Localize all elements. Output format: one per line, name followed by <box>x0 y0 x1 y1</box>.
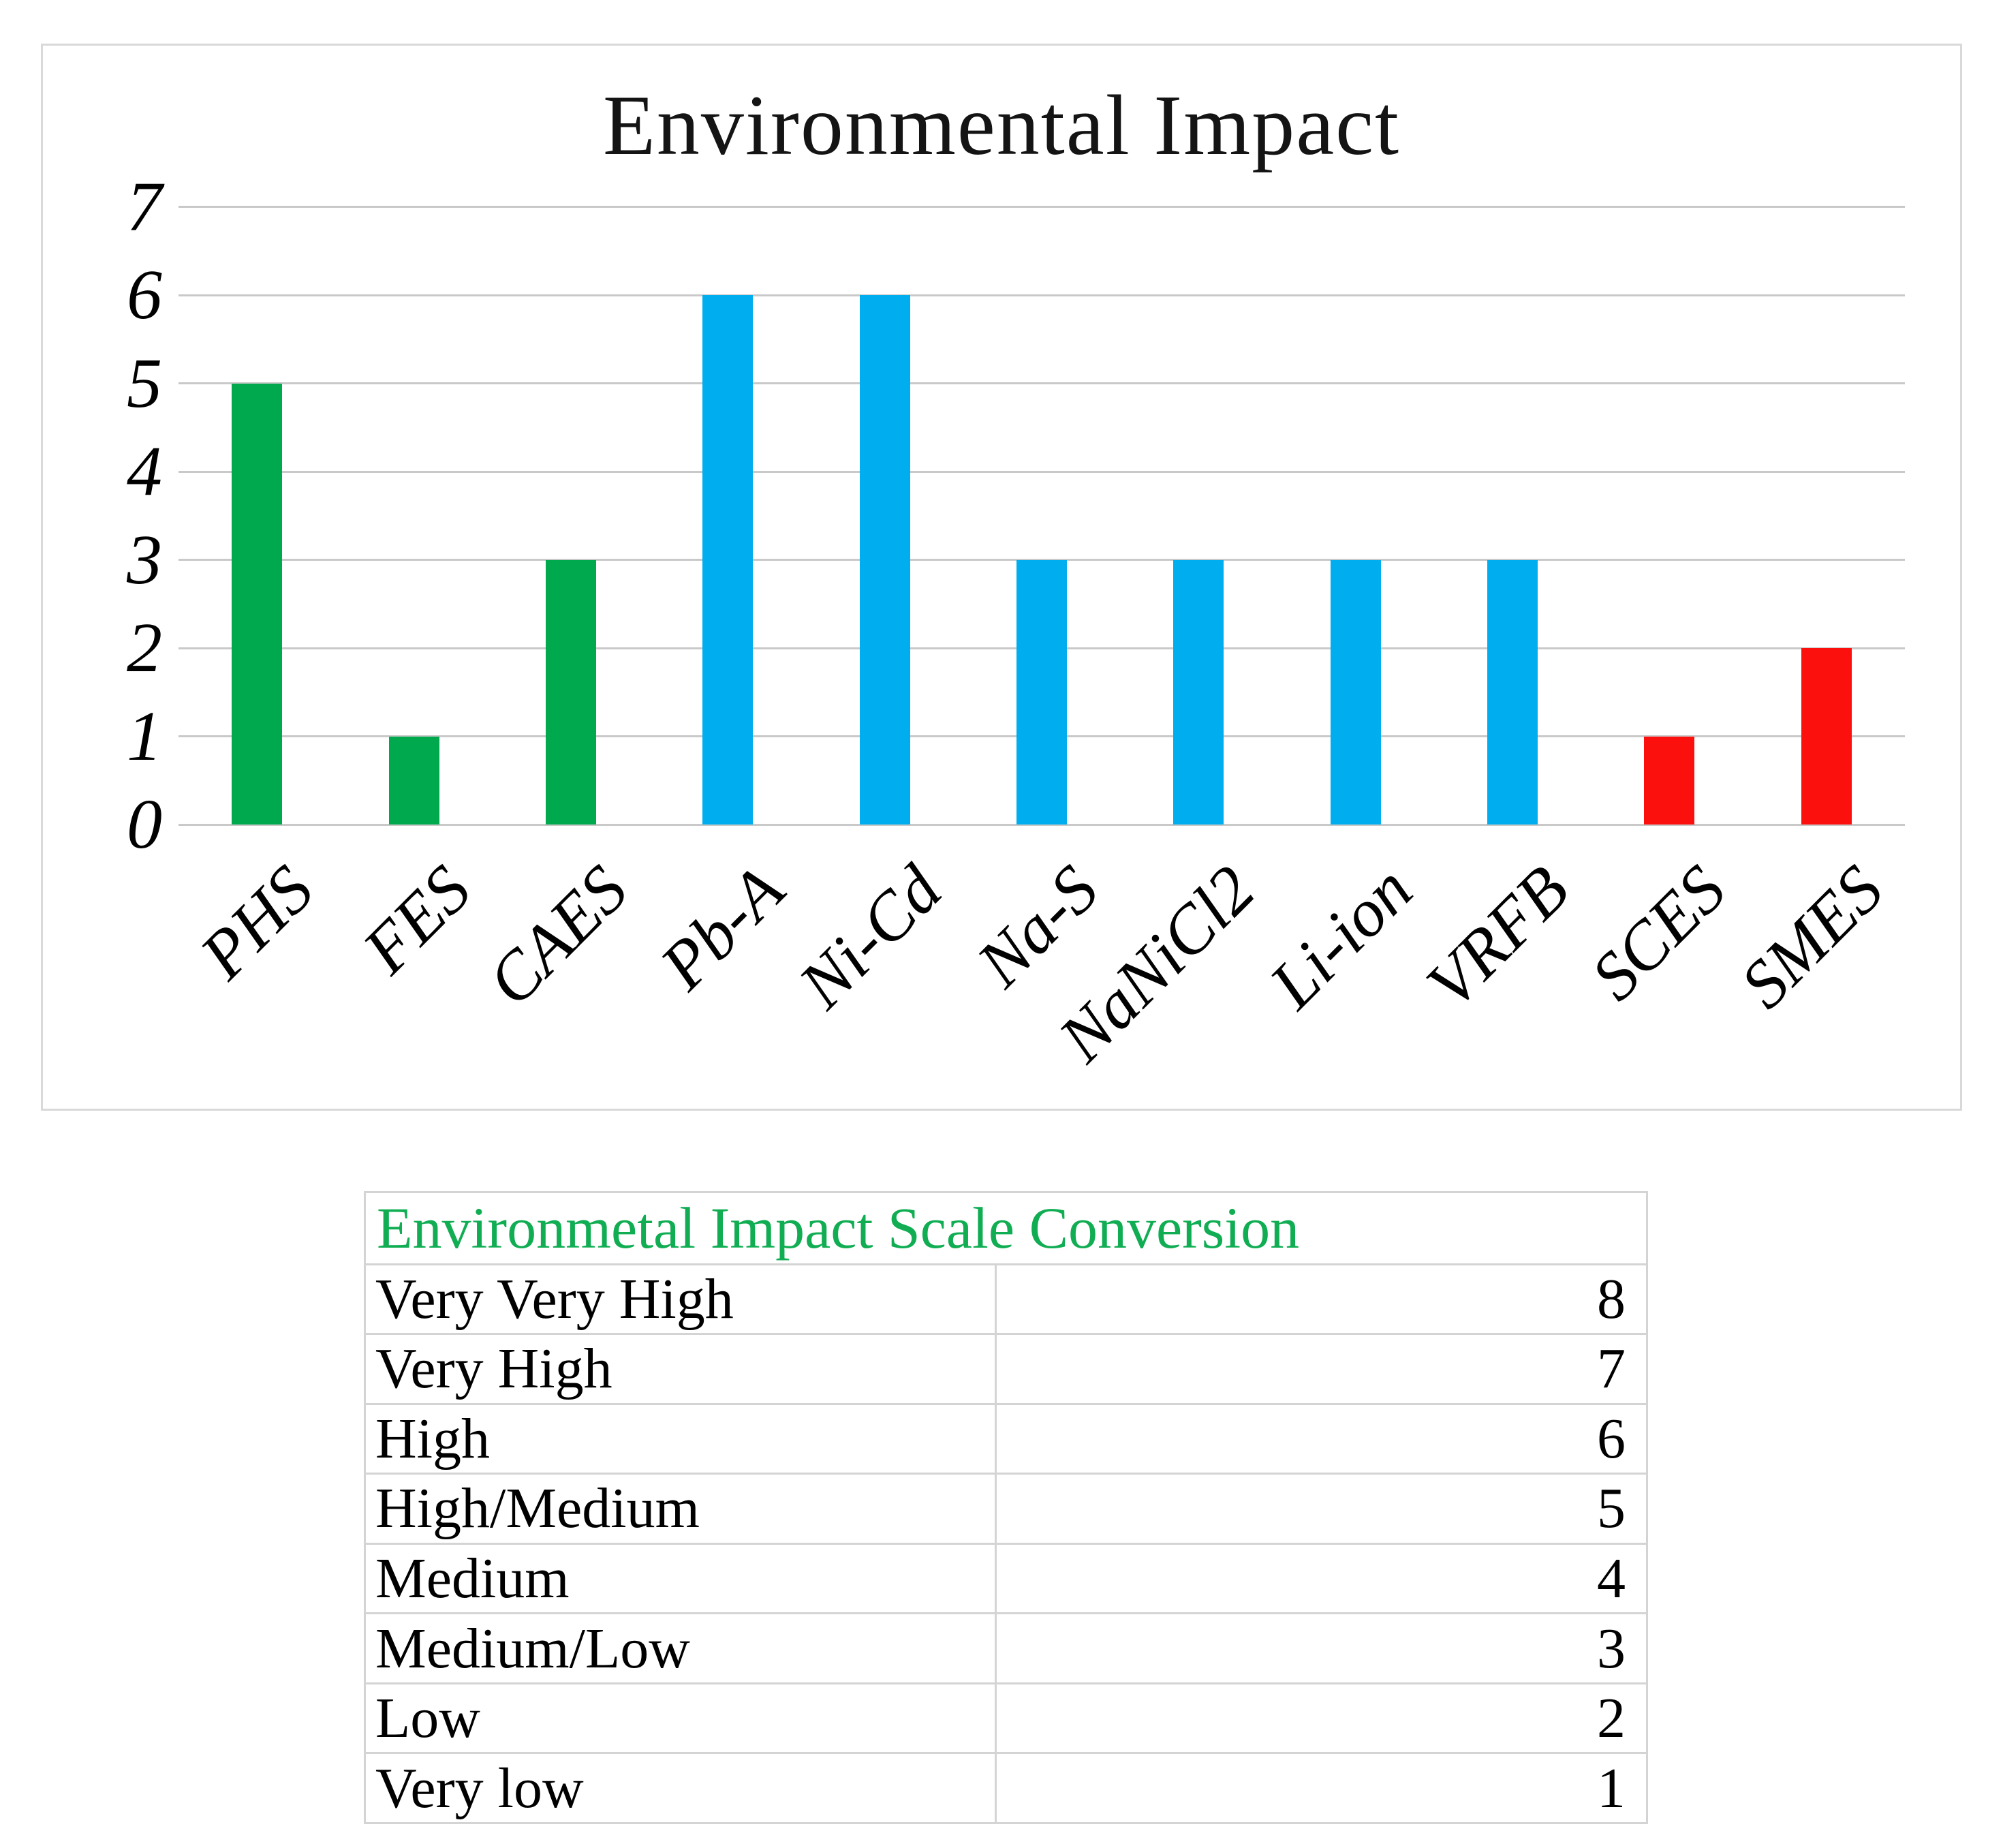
table-row-label-5: Medium/Low <box>366 1612 997 1682</box>
table-row-value-5: 3 <box>997 1612 1646 1682</box>
y-tick-label-1: 1 <box>127 696 162 775</box>
x-label-smes: SMES <box>1726 851 1897 1023</box>
gridline-y4 <box>178 470 1905 473</box>
bar-nanicl2 <box>1173 559 1224 825</box>
table-row-value-0: 8 <box>997 1263 1646 1334</box>
bar-sces <box>1644 736 1695 825</box>
environmental-impact-bar-chart: Environmental Impact 0 1 2 3 4 5 6 7 PHS FES CAES… <box>41 44 1962 1111</box>
x-label-li-ion: Li-ion <box>1255 851 1427 1023</box>
x-label-pb-a: Pb-A <box>646 851 798 1004</box>
table-row-value-4: 4 <box>997 1542 1646 1613</box>
y-tick-label-4: 4 <box>127 432 162 510</box>
x-label-fes: FES <box>347 851 485 988</box>
x-label-vrfb: VRFB <box>1412 851 1583 1023</box>
x-label-caes: CAES <box>473 851 642 1020</box>
bar-fes <box>388 736 439 825</box>
table-row-value-3: 5 <box>997 1473 1646 1543</box>
table-row-label-7: Very low <box>366 1752 997 1822</box>
bar-ni-cd <box>859 295 910 825</box>
table-row-value-7: 1 <box>997 1752 1646 1822</box>
table-title: Environmetal Impact Scale Conversion <box>377 1195 1300 1261</box>
table-row-label-6: Low <box>366 1682 997 1753</box>
bar-pb-a <box>702 295 754 825</box>
bar-na-s <box>1016 559 1067 825</box>
table-row-label-4: Medium <box>366 1542 997 1613</box>
table-row-label-1: Very High <box>366 1333 997 1403</box>
table-row-value-6: 2 <box>997 1682 1646 1753</box>
bar-smes <box>1801 648 1852 825</box>
table-row-label-0: Very Very High <box>366 1263 997 1334</box>
gridline-y7 <box>178 206 1905 208</box>
table-row-value-1: 7 <box>997 1333 1646 1403</box>
gridline-y0 <box>178 823 1905 826</box>
bar-vrfb <box>1487 559 1538 825</box>
y-tick-label-6: 6 <box>127 256 162 334</box>
scale-conversion-table: Environmetal Impact Scale Conversion Ver… <box>364 1191 1648 1824</box>
table-row-value-2: 6 <box>997 1402 1646 1473</box>
y-tick-label-7: 7 <box>127 167 162 246</box>
x-label-sces: SCES <box>1577 851 1741 1015</box>
x-label-phs: PHS <box>185 851 328 994</box>
gridline-y5 <box>178 382 1905 384</box>
bar-caes <box>545 559 596 825</box>
y-tick-label-5: 5 <box>127 343 162 422</box>
gridline-y6 <box>178 294 1905 296</box>
y-tick-label-0: 0 <box>127 785 162 863</box>
y-tick-label-3: 3 <box>127 520 162 599</box>
y-tick-label-2: 2 <box>127 609 162 687</box>
bar-li-ion <box>1330 559 1381 825</box>
bar-phs <box>232 383 283 825</box>
x-label-ni-cd: Ni-Cd <box>783 851 956 1023</box>
table-row-label-3: High/Medium <box>366 1473 997 1543</box>
table-row-label-2: High <box>366 1402 997 1473</box>
chart-title: Environmental Impact <box>602 78 1401 173</box>
